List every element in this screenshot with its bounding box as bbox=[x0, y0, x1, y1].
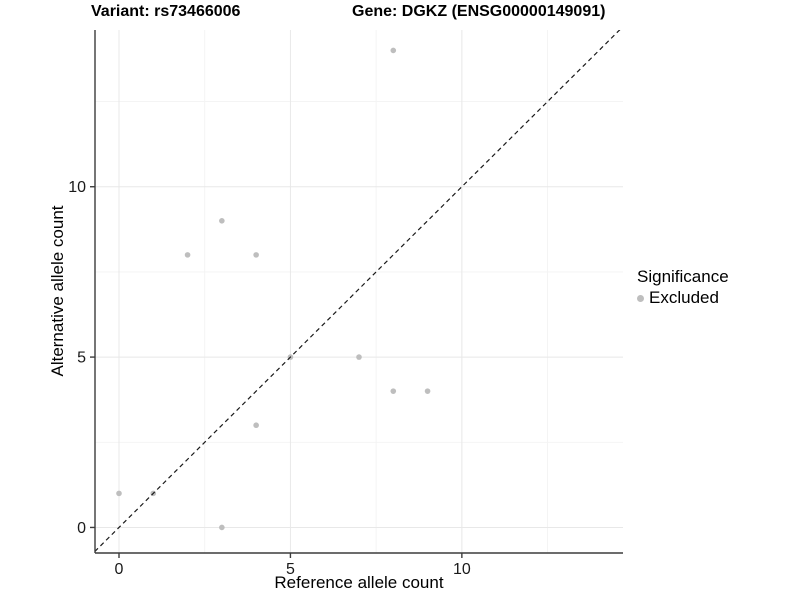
data-point bbox=[219, 524, 225, 531]
legend-title: Significance bbox=[637, 267, 729, 286]
excluded-point-icon bbox=[637, 294, 644, 302]
data-point bbox=[356, 354, 362, 360]
data-point bbox=[253, 422, 259, 429]
variant-title: Variant: rs73466006 bbox=[91, 3, 241, 20]
identity-line bbox=[95, 30, 621, 553]
y-tick-label: 0 bbox=[77, 520, 86, 537]
gene-title: Gene: DGKZ (ENSG00000149091) bbox=[352, 3, 606, 20]
data-point bbox=[424, 388, 431, 394]
y-tick-label: 5 bbox=[77, 350, 86, 367]
y-axis-title: Alternative allele count bbox=[48, 205, 67, 377]
data-point bbox=[116, 490, 122, 497]
x-tick-label: 5 bbox=[286, 561, 295, 578]
x-tick-label: 0 bbox=[115, 561, 124, 578]
x-tick-label: 10 bbox=[453, 561, 471, 578]
y-tick-label: 10 bbox=[68, 179, 86, 196]
legend: Significance Excluded bbox=[637, 266, 729, 308]
legend-item-excluded: Excluded bbox=[637, 288, 729, 308]
data-point bbox=[390, 388, 397, 394]
data-point bbox=[184, 252, 191, 258]
data-point bbox=[253, 252, 259, 258]
data-point bbox=[390, 47, 397, 54]
legend-item-label: Excluded bbox=[649, 288, 719, 307]
x-axis-title: Reference allele count bbox=[274, 573, 444, 592]
data-point bbox=[219, 218, 225, 224]
